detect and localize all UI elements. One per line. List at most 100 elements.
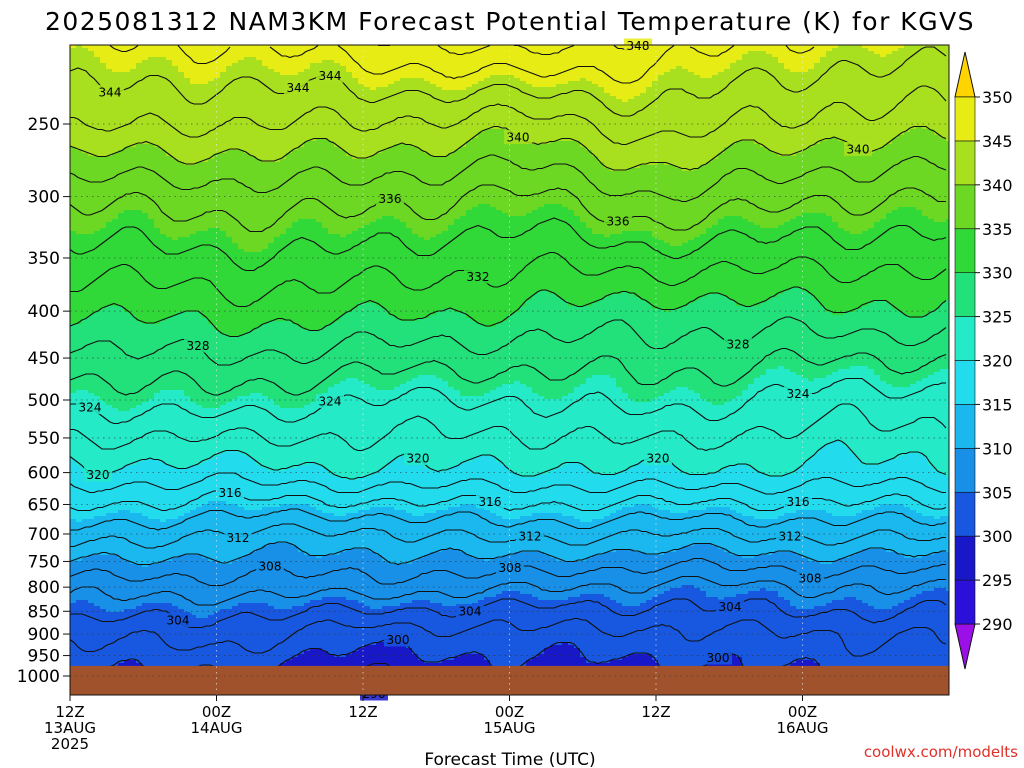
heatmap-cell: [514, 381, 521, 475]
heatmap-cell: [814, 378, 821, 454]
heatmap-cell: [526, 144, 533, 214]
heatmap-cell: [124, 45, 131, 73]
heatmap-cell: [766, 477, 773, 520]
heatmap-cell: [352, 549, 359, 601]
heatmap-cell: [334, 147, 341, 235]
heatmap-cell: [112, 45, 119, 73]
heatmap-cell: [328, 387, 335, 475]
heatmap-cell: [346, 312, 353, 379]
heatmap-cell: [466, 87, 473, 142]
heatmap-cell: [520, 216, 527, 307]
heatmap-cell: [820, 45, 827, 58]
heatmap-cell: [328, 45, 335, 61]
heatmap-cell: [196, 465, 203, 508]
heatmap-cell: [880, 300, 887, 382]
heatmap-cell: [442, 471, 449, 511]
heatmap-cell: [760, 588, 767, 679]
heatmap-cell: [304, 141, 311, 220]
heatmap-cell: [184, 468, 191, 514]
heatmap-cell: [112, 153, 119, 220]
heatmap-cell: [280, 543, 287, 610]
heatmap-cell: [526, 552, 533, 595]
heatmap-cell: [286, 75, 293, 154]
heatmap-cell: [826, 138, 833, 217]
heatmap-cell: [472, 138, 479, 208]
heatmap-cell: [862, 306, 869, 367]
heatmap-cell: [424, 375, 431, 469]
heatmap-cell: [814, 606, 821, 664]
heatmap-cell: [436, 312, 443, 379]
contour-label-text: 340: [507, 131, 530, 145]
heatmap-cell: [370, 474, 377, 508]
heatmap-cell: [868, 549, 875, 607]
heatmap-cell: [256, 393, 263, 466]
heatmap-cell: [916, 513, 923, 559]
heatmap-cell: [226, 402, 233, 451]
heatmap-cell: [700, 474, 707, 511]
heatmap-cell: [496, 45, 503, 76]
heatmap-cell: [658, 396, 665, 460]
heatmap-cell: [832, 600, 839, 688]
heatmap-cell: [256, 510, 263, 550]
heatmap-cell: [862, 603, 869, 682]
heatmap-cell: [814, 300, 821, 379]
chart-title: 2025081312 NAM3KM Forecast Potential Tem…: [45, 7, 975, 36]
heatmap-cell: [946, 141, 949, 220]
heatmap-cell: [280, 609, 287, 664]
heatmap-cell: [598, 300, 605, 376]
contour-label: 340: [844, 142, 872, 157]
heatmap-cell: [358, 228, 365, 304]
heatmap-cell: [604, 168, 611, 238]
heatmap-cell: [82, 600, 89, 682]
colorbar-swatch: [954, 448, 976, 493]
heatmap-cell: [466, 555, 473, 607]
heatmap-cell: [208, 324, 215, 409]
heatmap-cell: [916, 45, 923, 127]
heatmap-cell: [520, 306, 527, 385]
y-tick-label: 350: [28, 249, 60, 269]
heatmap-cell: [922, 216, 929, 316]
heatmap-cell: [580, 384, 587, 466]
heatmap-cell: [478, 600, 485, 655]
heatmap-cell: [562, 45, 569, 85]
heatmap-cell: [94, 516, 101, 556]
heatmap-cell: [556, 468, 563, 514]
heatmap-cell: [880, 57, 887, 148]
heatmap-cell: [346, 45, 353, 73]
heatmap-cell: [394, 387, 401, 460]
heatmap-cell: [766, 519, 773, 556]
heatmap-cell: [496, 324, 503, 388]
colorbar-swatch: [954, 316, 976, 361]
heatmap-cell: [844, 45, 851, 145]
heatmap-cell: [670, 246, 677, 310]
heatmap-cell: [352, 78, 359, 160]
heatmap-cell: [544, 399, 551, 475]
heatmap-cell: [682, 243, 689, 307]
colorbar-tick-label: 290: [982, 615, 1013, 634]
heatmap-cell: [532, 144, 539, 211]
heatmap-cell: [280, 159, 287, 235]
contour-label-text: 312: [227, 531, 250, 545]
heatmap-cell: [760, 147, 767, 229]
heatmap-cell: [238, 558, 245, 604]
heatmap-cell: [172, 519, 179, 559]
heatmap-cell: [436, 156, 443, 235]
heatmap-cell: [736, 141, 743, 217]
heatmap-cell: [682, 546, 689, 586]
heatmap-cell: [946, 477, 949, 517]
heatmap-cell: [628, 231, 635, 295]
heatmap-cell: [250, 45, 257, 58]
heatmap-cell: [406, 456, 413, 514]
heatmap-cell: [610, 600, 617, 661]
heatmap-cell: [550, 87, 557, 142]
heatmap-cell: [328, 597, 335, 655]
heatmap-cell: [184, 612, 191, 670]
heatmap-cell: [874, 507, 881, 550]
heatmap-cell: [178, 609, 185, 673]
heatmap-cell: [148, 564, 155, 604]
colorbar-swatch: [954, 535, 976, 581]
heatmap-cell: [448, 549, 455, 607]
heatmap-cell: [562, 465, 569, 517]
heatmap-cell: [784, 69, 791, 157]
